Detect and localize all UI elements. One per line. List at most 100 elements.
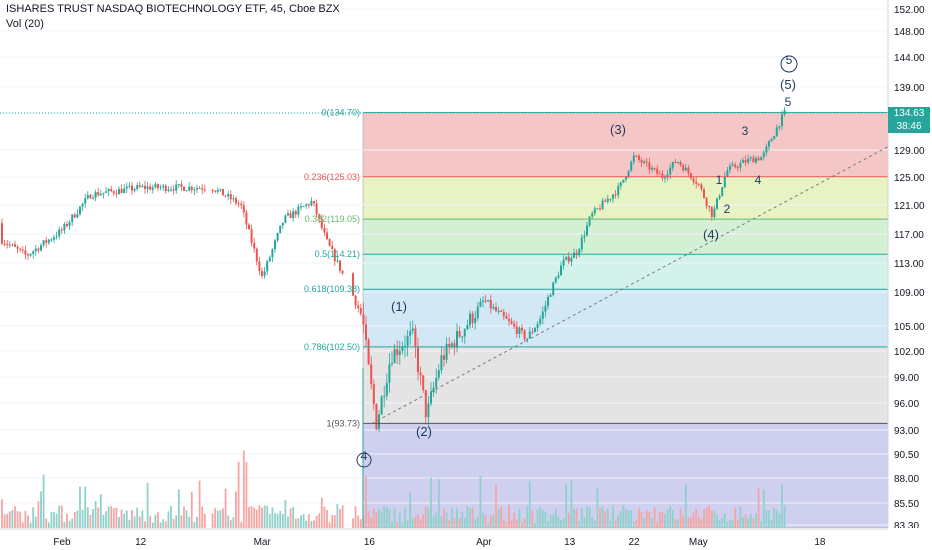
candle-body [79,206,81,215]
candle-body [19,248,22,250]
volume-bar [567,512,570,528]
volume-bar [242,450,245,528]
candle-body [201,188,204,190]
volume-bar [466,505,469,528]
volume-bar [73,511,76,528]
fib-level-label: 0.618(109.38) [304,284,360,294]
candle-body [526,338,529,340]
candle-body [352,273,354,296]
volume-bar [437,479,440,528]
fibonacci-lines: 0(134.70) 0.236(125.03) 0.382(119.05) 0.5(1… [0,108,889,528]
candle-body [749,157,752,159]
volume-bar [656,522,659,528]
volume-bar [487,522,490,528]
volume-bar [708,505,711,528]
volume-bar [177,489,180,528]
wave-label: (3) [610,122,626,137]
volume-bar [94,501,97,528]
candle-body [432,387,435,393]
volume-bar [531,511,534,528]
volume-bar [479,476,482,528]
volume-bar [68,520,71,528]
candle-body [638,155,640,160]
price-tick-label: 139.00 [894,83,925,94]
volume-bar [333,515,336,528]
bar-countdown-badge: 38:46 [888,120,930,133]
candle-body [323,227,326,233]
candle-body [196,188,198,190]
candle-body [266,261,269,272]
fib-zone [363,176,888,220]
candle-body [430,392,432,404]
volume-bar [354,506,357,528]
candle-body [435,377,438,388]
candle-body [8,244,11,246]
candle-body [682,165,685,171]
candle-body [131,185,133,191]
candle-body [417,347,419,373]
price-tick-label: 99.00 [894,373,919,384]
candle-body [736,167,739,169]
volume-bar [352,518,354,528]
price-tick-label: 148.00 [894,27,925,38]
candle-body [586,225,588,236]
volume-bar [404,507,406,528]
volume-bar [757,488,760,528]
candle-body [313,201,315,204]
volume-bar [245,462,248,528]
volume-bar [617,515,620,528]
volume-bar [323,506,326,528]
volume-bar [697,516,700,528]
candle-body [216,189,219,192]
candle-body [357,305,360,309]
volume-bar [562,518,565,528]
volume-bar [692,512,695,528]
candle-body [97,192,100,196]
candle-body [227,194,230,197]
candle-body [523,330,526,340]
volume-bar [739,506,742,528]
candle-body [739,162,742,168]
volume-bar [596,487,599,528]
volume-bar [180,515,183,528]
candle-body [16,246,19,249]
volume-bar [430,477,432,528]
candle-body [700,184,703,190]
candle-body [632,155,635,162]
candle-body [484,300,487,302]
volume-bar [718,520,721,528]
volume-bar [705,507,708,528]
volume-bar [292,507,295,528]
volume-bar [783,505,786,528]
fib-zone [363,346,888,424]
wave-label: 5 [786,53,793,67]
volume-bar [222,508,224,528]
candle-body [679,161,682,166]
volume-bar [547,521,549,528]
candle-body [183,186,185,191]
volume-bar [53,511,55,528]
candle-body [84,198,87,204]
candle-body [411,328,414,331]
candle-body [502,311,505,317]
volume-bar [37,501,40,528]
candle-body [162,185,165,188]
volume-bar [721,517,724,528]
volume-bar [219,510,222,528]
candle-body [164,185,167,191]
fib-level-label: 0.382(119.05) [305,214,360,224]
wave-circle [780,55,798,73]
volume-bar [396,522,399,528]
volume-bar [695,508,698,528]
candle-body [159,187,162,189]
volume-bar [427,507,430,528]
candle-body [294,211,297,215]
candle-body [396,349,399,355]
candle-body [627,170,630,177]
candle-body [497,310,500,312]
candle-body [11,244,14,246]
candle-body [120,188,123,194]
candle-body [21,249,24,251]
volume-bar [315,515,318,528]
